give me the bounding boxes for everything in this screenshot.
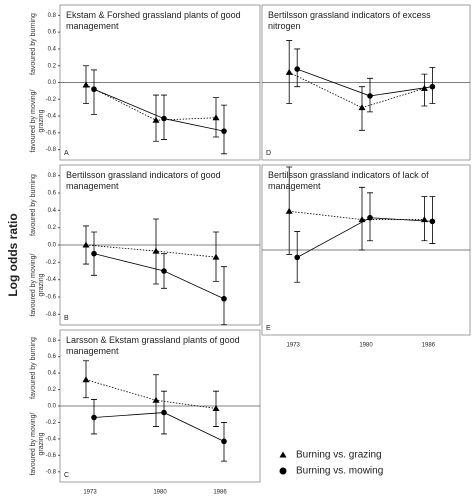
panel-title: Bertilsson grassland indicators of good … <box>66 170 221 191</box>
y-tick-label: 0.4 <box>48 47 57 53</box>
marker <box>212 404 220 411</box>
marker <box>91 86 97 93</box>
y-tick-label: 0.8 <box>48 173 57 179</box>
marker <box>358 216 366 223</box>
marker <box>152 247 160 254</box>
y-tick-label: 0.0 <box>48 80 57 86</box>
error-bar <box>221 266 227 326</box>
marker <box>82 241 90 248</box>
legend-marker <box>279 467 287 475</box>
marker <box>429 83 436 90</box>
y-tick-label: -0.6 <box>46 130 57 136</box>
marker <box>91 250 97 257</box>
y-tick-label: -0.2 <box>46 420 57 426</box>
y-tick-label: 0.6 <box>48 30 57 36</box>
error-bar <box>91 69 97 115</box>
y-tick-label: 0.4 <box>48 371 57 377</box>
marker <box>367 93 373 99</box>
series-line <box>85 379 217 409</box>
marker <box>82 81 90 88</box>
series-line <box>289 72 425 109</box>
marker <box>358 104 366 111</box>
marker <box>161 409 167 416</box>
x-tick-label: 1980 <box>359 343 373 349</box>
marker <box>161 268 167 274</box>
upper-side-label: favoured by burning <box>30 174 37 236</box>
legend-marker <box>279 451 287 458</box>
marker <box>221 295 227 302</box>
marker <box>221 128 227 134</box>
lower-side-label: favoured by moving/ grazing <box>30 412 45 476</box>
y-axis-title: Log odds ratio <box>6 213 20 296</box>
lower-side-label: favoured by moving/ grazing <box>30 253 45 317</box>
y-tick-label: 0.6 <box>48 191 57 197</box>
marker <box>152 396 160 403</box>
x-tick-label: 1980 <box>153 490 167 496</box>
panel-title: Larsson & Ekstam grassland plants of goo… <box>66 335 240 356</box>
panel-letter: C <box>64 472 69 479</box>
y-tick-label: 0.2 <box>48 387 57 393</box>
x-tick-label: 1986 <box>213 490 227 496</box>
panel-letter: B <box>64 315 69 322</box>
y-tick-label: -0.4 <box>46 114 57 120</box>
marker <box>429 218 436 225</box>
y-tick-label: -0.6 <box>46 453 57 459</box>
marker <box>221 438 227 445</box>
lower-side-label: favoured by moving/ grazing <box>30 89 45 153</box>
panel-title: Ekstam & Forshed grassland plants of goo… <box>66 10 241 31</box>
panel-letter: A <box>64 150 69 157</box>
y-tick-label: 0.8 <box>48 13 57 19</box>
marker <box>212 114 220 121</box>
y-tick-label: 0.8 <box>48 338 57 344</box>
marker <box>91 414 97 421</box>
marker <box>294 254 301 261</box>
x-tick-label: 1973 <box>83 490 97 496</box>
panel-title: Bertilsson grassland indicators of lack … <box>268 170 429 191</box>
marker <box>152 116 160 123</box>
marker <box>285 68 293 75</box>
series-line <box>93 412 225 442</box>
upper-side-label: favoured by burning <box>30 337 37 399</box>
y-tick-label: -0.8 <box>46 147 57 153</box>
marker <box>212 253 220 260</box>
x-tick-label: 1973 <box>287 343 301 349</box>
x-tick-label: 1986 <box>422 343 436 349</box>
y-tick-label: 0.0 <box>48 404 57 410</box>
y-tick-label: 0.4 <box>48 208 57 214</box>
y-tick-label: 0.6 <box>48 354 57 360</box>
marker <box>285 207 293 214</box>
y-tick-label: 0.2 <box>48 225 57 231</box>
legend-label: Burning vs. grazing <box>296 450 382 461</box>
y-tick-label: -0.4 <box>46 277 57 283</box>
y-tick-label: -0.6 <box>46 295 57 301</box>
y-tick-label: -0.2 <box>46 97 57 103</box>
series-line <box>297 217 433 258</box>
marker <box>82 376 90 383</box>
y-tick-label: -0.8 <box>46 312 57 318</box>
marker <box>367 214 373 221</box>
series-line <box>93 88 225 132</box>
series-line <box>289 210 425 220</box>
panel-letter: E <box>266 325 271 332</box>
marker <box>161 115 167 122</box>
upper-side-label: favoured by burning <box>30 12 37 75</box>
series-line <box>85 84 217 121</box>
legend-label: Burning vs. mowing <box>296 466 383 477</box>
y-tick-label: 0.2 <box>48 63 57 69</box>
y-tick-label: -0.8 <box>46 469 57 475</box>
series-line <box>85 244 217 258</box>
y-tick-label: -0.2 <box>46 260 57 266</box>
y-tick-label: 0.0 <box>48 243 57 249</box>
series-line <box>93 253 225 300</box>
panel-title: Bertilsson grassland indicators of exces… <box>268 10 431 31</box>
marker <box>294 66 301 72</box>
y-tick-label: -0.4 <box>46 436 57 442</box>
panel-letter: D <box>266 150 271 157</box>
